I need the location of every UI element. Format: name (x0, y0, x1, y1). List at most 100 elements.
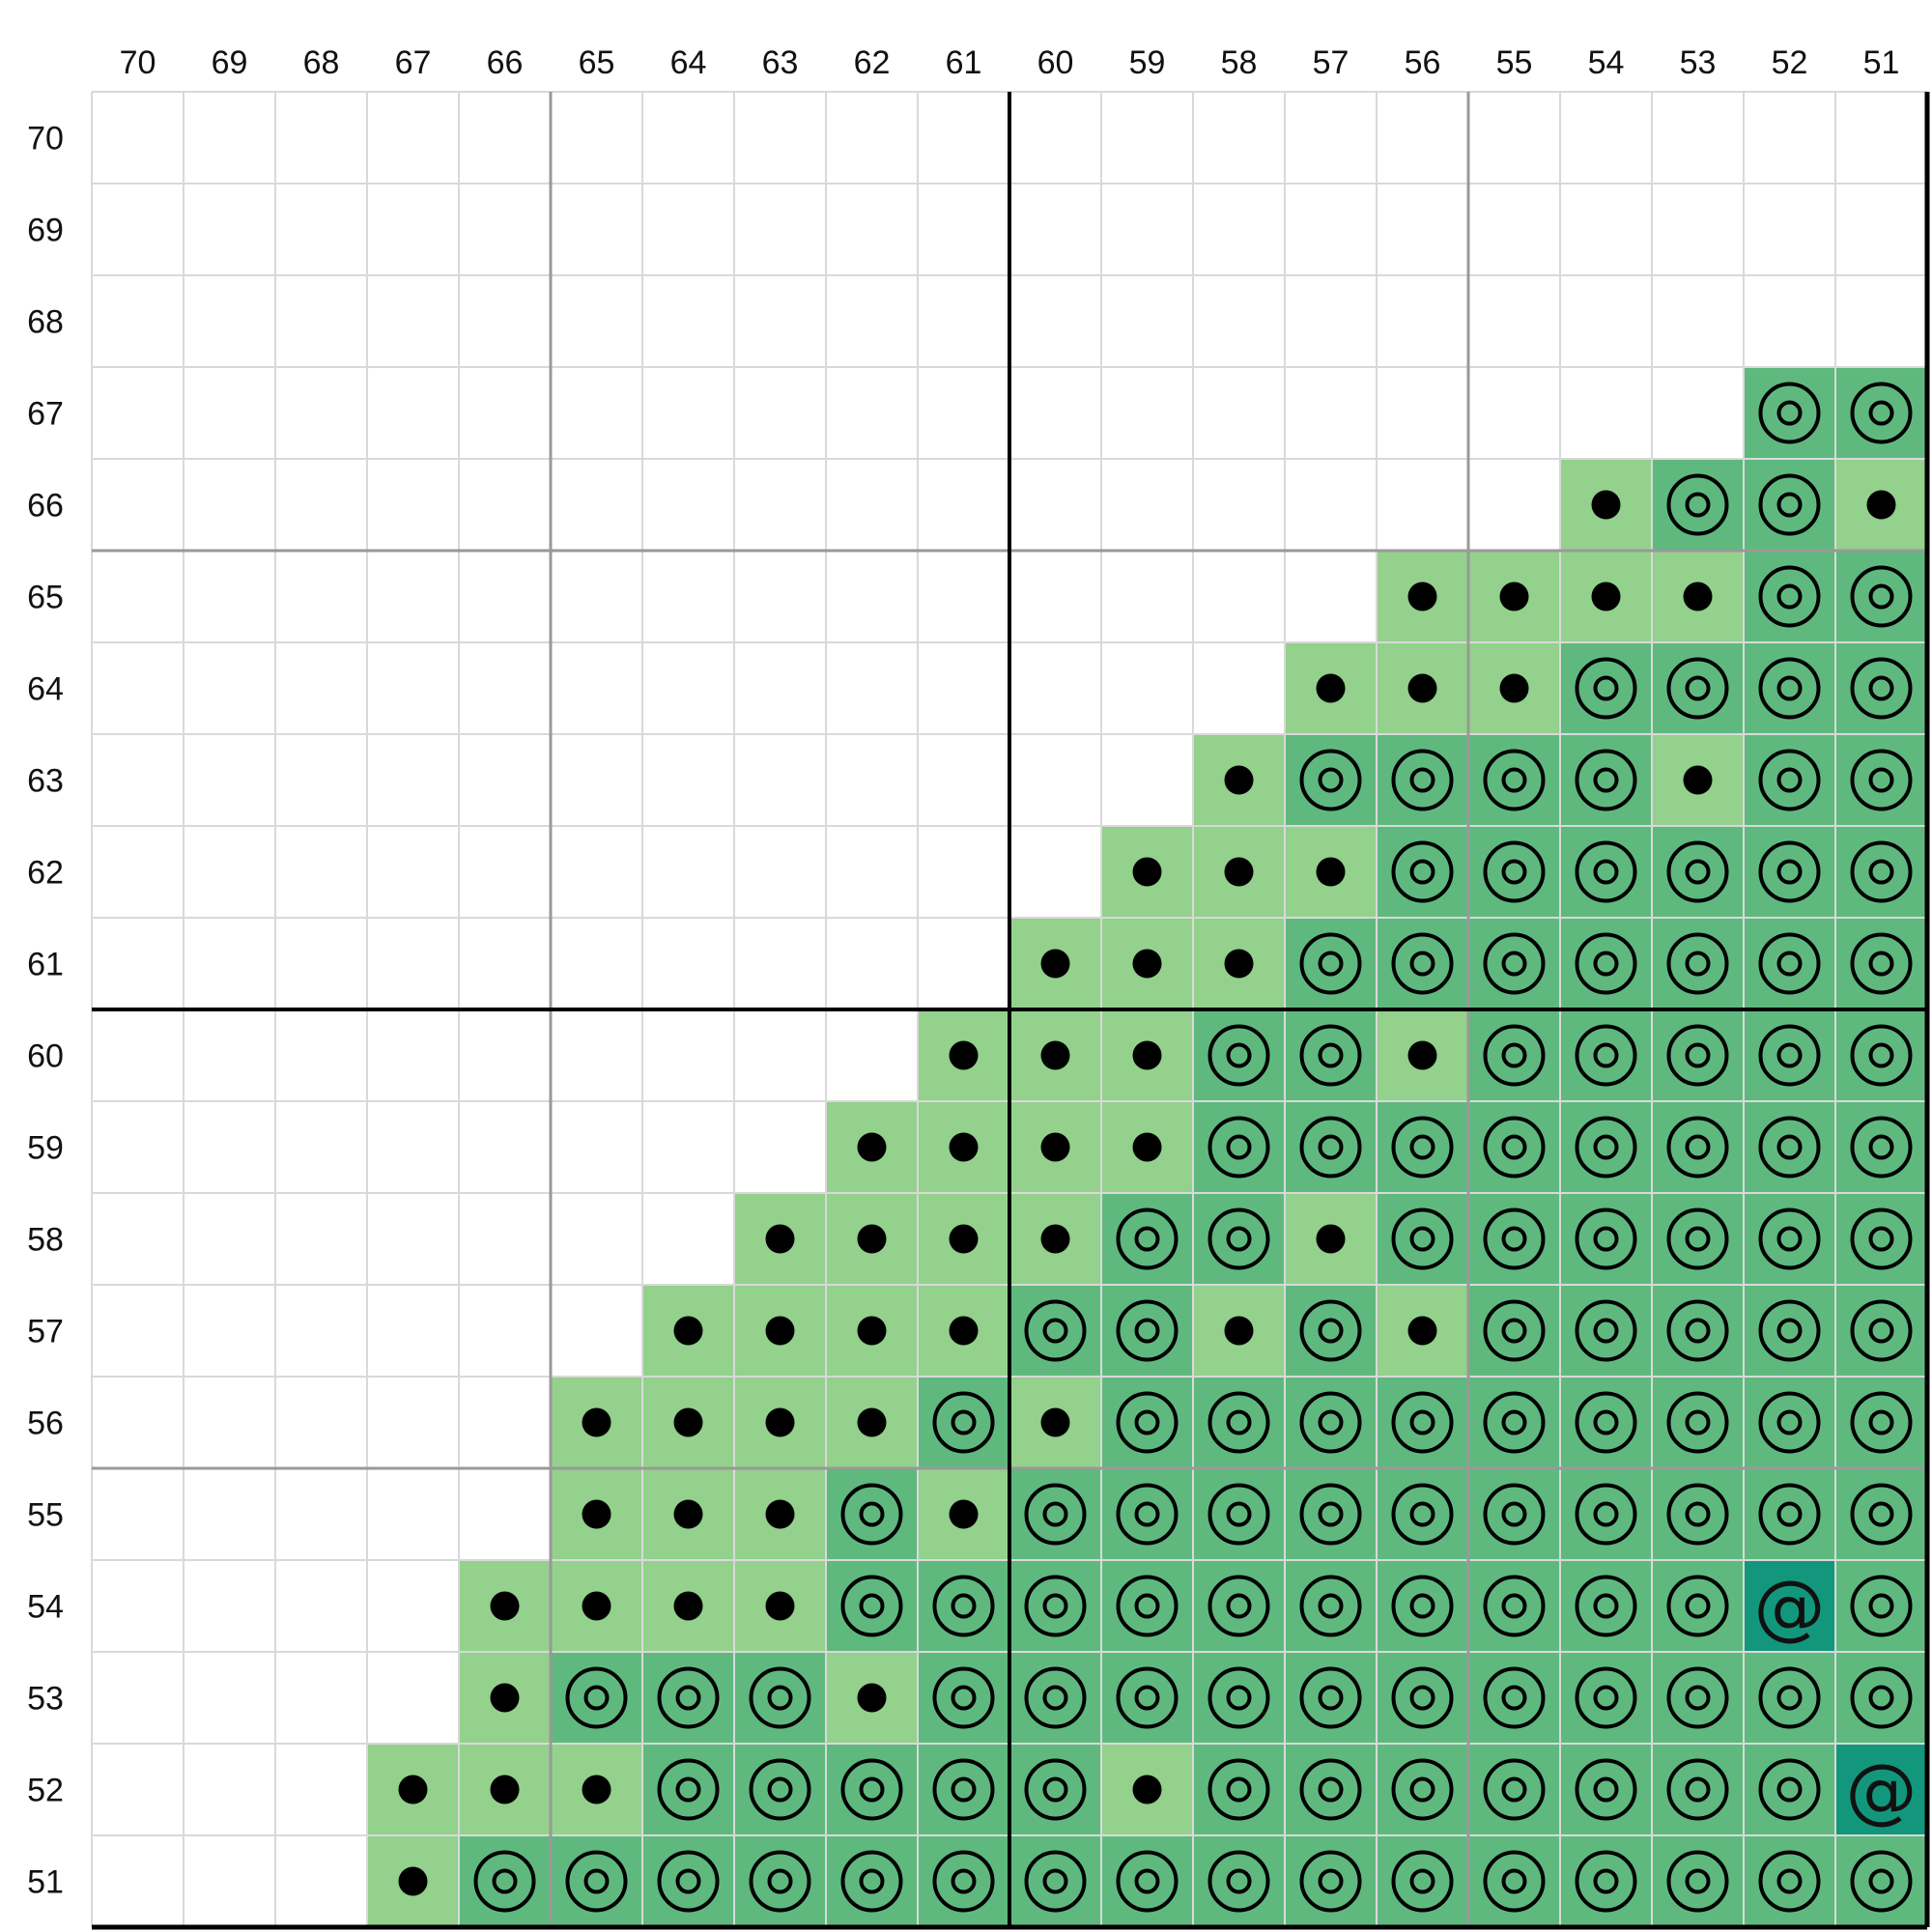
ring-outer (1666, 1299, 1729, 1362)
cell-53-63 (734, 1652, 826, 1744)
ring-inner (1501, 767, 1527, 793)
dot-marker-56-63 (765, 1407, 795, 1437)
ring-outer (1391, 840, 1454, 903)
ring-inner (1226, 1868, 1252, 1894)
ring-outer (1116, 1666, 1179, 1729)
cell-54-53 (1652, 1560, 1744, 1652)
cell-68-55 (1468, 275, 1560, 367)
ring-marker-62-56 (1391, 840, 1454, 903)
cell-51-56 (1377, 1835, 1468, 1927)
cell-56-57 (1285, 1377, 1377, 1468)
ring-inner (1134, 1868, 1160, 1894)
ring-marker-57-54 (1575, 1299, 1637, 1362)
cell-66-67 (367, 459, 459, 551)
ring-inner (1409, 1868, 1435, 1894)
ring-inner (1593, 1868, 1619, 1894)
ring-inner (1776, 492, 1803, 518)
column-label-54: 54 (1588, 44, 1625, 81)
ring-outer (840, 1850, 903, 1913)
ring-marker-52-55 (1483, 1758, 1546, 1821)
ring-inner (1318, 951, 1344, 977)
cell-51-68 (275, 1835, 367, 1927)
ring-marker-55-62 (840, 1483, 903, 1546)
ring-marker-53-60 (1024, 1666, 1087, 1729)
cell-52-62 (826, 1744, 918, 1835)
cell-66-55 (1468, 459, 1560, 551)
ring-inner (1226, 1409, 1252, 1435)
ring-inner (1776, 675, 1803, 701)
cell-56-53 (1652, 1377, 1744, 1468)
cell-52-55 (1468, 1744, 1560, 1835)
dot-marker-58-62 (857, 1224, 887, 1254)
ring-inner (675, 1685, 701, 1711)
ring-marker-64-53 (1666, 657, 1729, 720)
cell-70-67 (367, 92, 459, 184)
row-label-63: 63 (27, 763, 64, 800)
cell-64-69 (184, 642, 275, 734)
cell-65-70 (92, 551, 184, 642)
ring-inner (1685, 1501, 1711, 1527)
cell-70-68 (275, 92, 367, 184)
ring-marker-55-60 (1024, 1483, 1087, 1546)
row-label-60: 60 (27, 1038, 64, 1075)
ring-inner (1134, 1593, 1160, 1619)
cell-67-63 (734, 367, 826, 459)
cell-66-58 (1193, 459, 1285, 551)
ring-inner (1501, 1868, 1527, 1894)
cell-54-68 (275, 1560, 367, 1652)
ring-marker-56-54 (1575, 1391, 1637, 1454)
cell-70-70 (92, 92, 184, 184)
ring-inner (675, 1868, 701, 1894)
cell-59-58 (1193, 1101, 1285, 1193)
ring-outer (1850, 932, 1913, 995)
cell-55-55 (1468, 1468, 1560, 1560)
cell-55-51 (1835, 1468, 1927, 1560)
cell-61-57 (1285, 918, 1377, 1009)
ring-outer (1758, 840, 1821, 903)
row-label-54: 54 (27, 1589, 64, 1626)
cell-69-56 (1377, 184, 1468, 275)
ring-inner (1685, 1134, 1711, 1160)
cell-53-54 (1560, 1652, 1652, 1744)
row-label-70: 70 (27, 121, 64, 157)
ring-marker-59-53 (1666, 1116, 1729, 1179)
cell-62-54 (1560, 826, 1652, 918)
ring-outer (1483, 932, 1546, 995)
ring-outer (1758, 1758, 1821, 1821)
ring-marker-60-53 (1666, 1024, 1729, 1087)
dot-marker-51-67 (398, 1866, 428, 1896)
cell-70-59 (1101, 92, 1193, 184)
cell-67-55 (1468, 367, 1560, 459)
ring-outer (1483, 749, 1546, 811)
cell-68-51 (1835, 275, 1927, 367)
ring-outer (1758, 1391, 1821, 1454)
ring-outer (749, 1666, 811, 1729)
column-label-65: 65 (579, 44, 615, 81)
ring-outer (1575, 657, 1637, 720)
cell-52-51 (1835, 1744, 1927, 1835)
cell-58-54 (1560, 1193, 1652, 1285)
cell-52-69 (184, 1744, 275, 1835)
cell-68-56 (1377, 275, 1468, 367)
ring-inner (1501, 859, 1527, 885)
dot-marker-56-62 (857, 1407, 887, 1437)
ring-outer (1208, 1391, 1270, 1454)
cell-60-55 (1468, 1009, 1560, 1101)
dot-marker-62-58 (1224, 857, 1254, 887)
ring-inner (1501, 1134, 1527, 1160)
cell-60-62 (826, 1009, 918, 1101)
cell-69-68 (275, 184, 367, 275)
ring-inner (951, 1776, 977, 1803)
ring-inner (1685, 1409, 1711, 1435)
cell-67-53 (1652, 367, 1744, 459)
ring-marker-51-58 (1208, 1850, 1270, 1913)
ring-outer (1391, 1575, 1454, 1637)
cell-68-69 (184, 275, 275, 367)
dot-marker-64-56 (1407, 673, 1437, 703)
ring-marker-54-51 (1850, 1575, 1913, 1637)
cell-56-68 (275, 1377, 367, 1468)
ring-marker-55-59 (1116, 1483, 1179, 1546)
ring-inner (1318, 1868, 1344, 1894)
column-label-67: 67 (395, 44, 432, 81)
ring-outer (1575, 1666, 1637, 1729)
